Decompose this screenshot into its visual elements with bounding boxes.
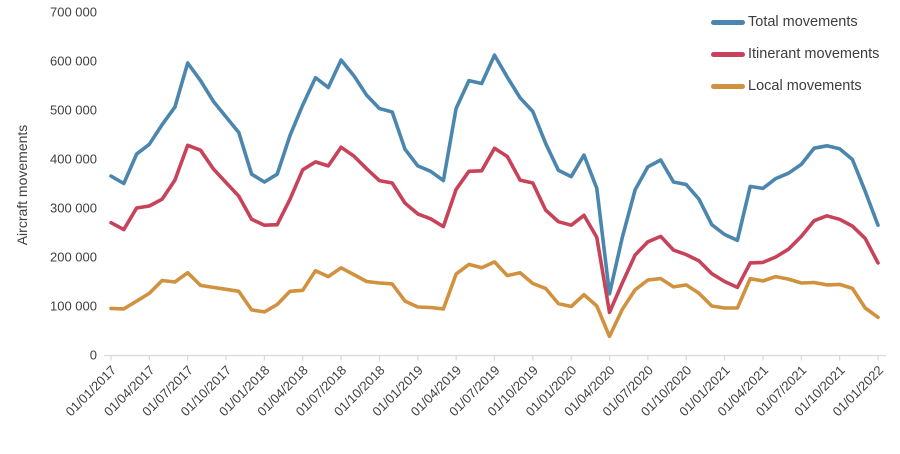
y-tick-label: 100 000 [50, 299, 97, 314]
legend-swatch-local-icon [711, 83, 745, 89]
legend-item-total-movements: Total movements [711, 6, 879, 38]
series-line-local-movements [109, 260, 880, 339]
y-tick-label: 200 000 [50, 250, 97, 265]
legend: Total movements Itinerant movements Loca… [711, 6, 879, 102]
legend-swatch-total-icon [711, 19, 745, 25]
legend-item-local-movements: Local movements [711, 70, 879, 102]
legend-label-total: Total movements [748, 14, 858, 30]
y-tick-label: 300 000 [50, 201, 97, 216]
y-tick-label: 400 000 [50, 152, 97, 167]
legend-label-local: Local movements [748, 78, 862, 94]
legend-swatch-itinerant-icon [711, 51, 745, 57]
series-line-itinerant-movements [109, 143, 880, 315]
series-line-total-movements [109, 53, 880, 296]
y-axis-title: Aircraft movements [14, 124, 30, 246]
y-tick-label: 500 000 [50, 103, 97, 118]
y-tick-label: 0 [90, 348, 97, 363]
y-tick-label: 700 000 [50, 5, 97, 20]
y-tick-label: 600 000 [50, 54, 97, 69]
legend-item-itinerant-movements: Itinerant movements [711, 38, 879, 70]
legend-label-itinerant: Itinerant movements [748, 46, 880, 62]
